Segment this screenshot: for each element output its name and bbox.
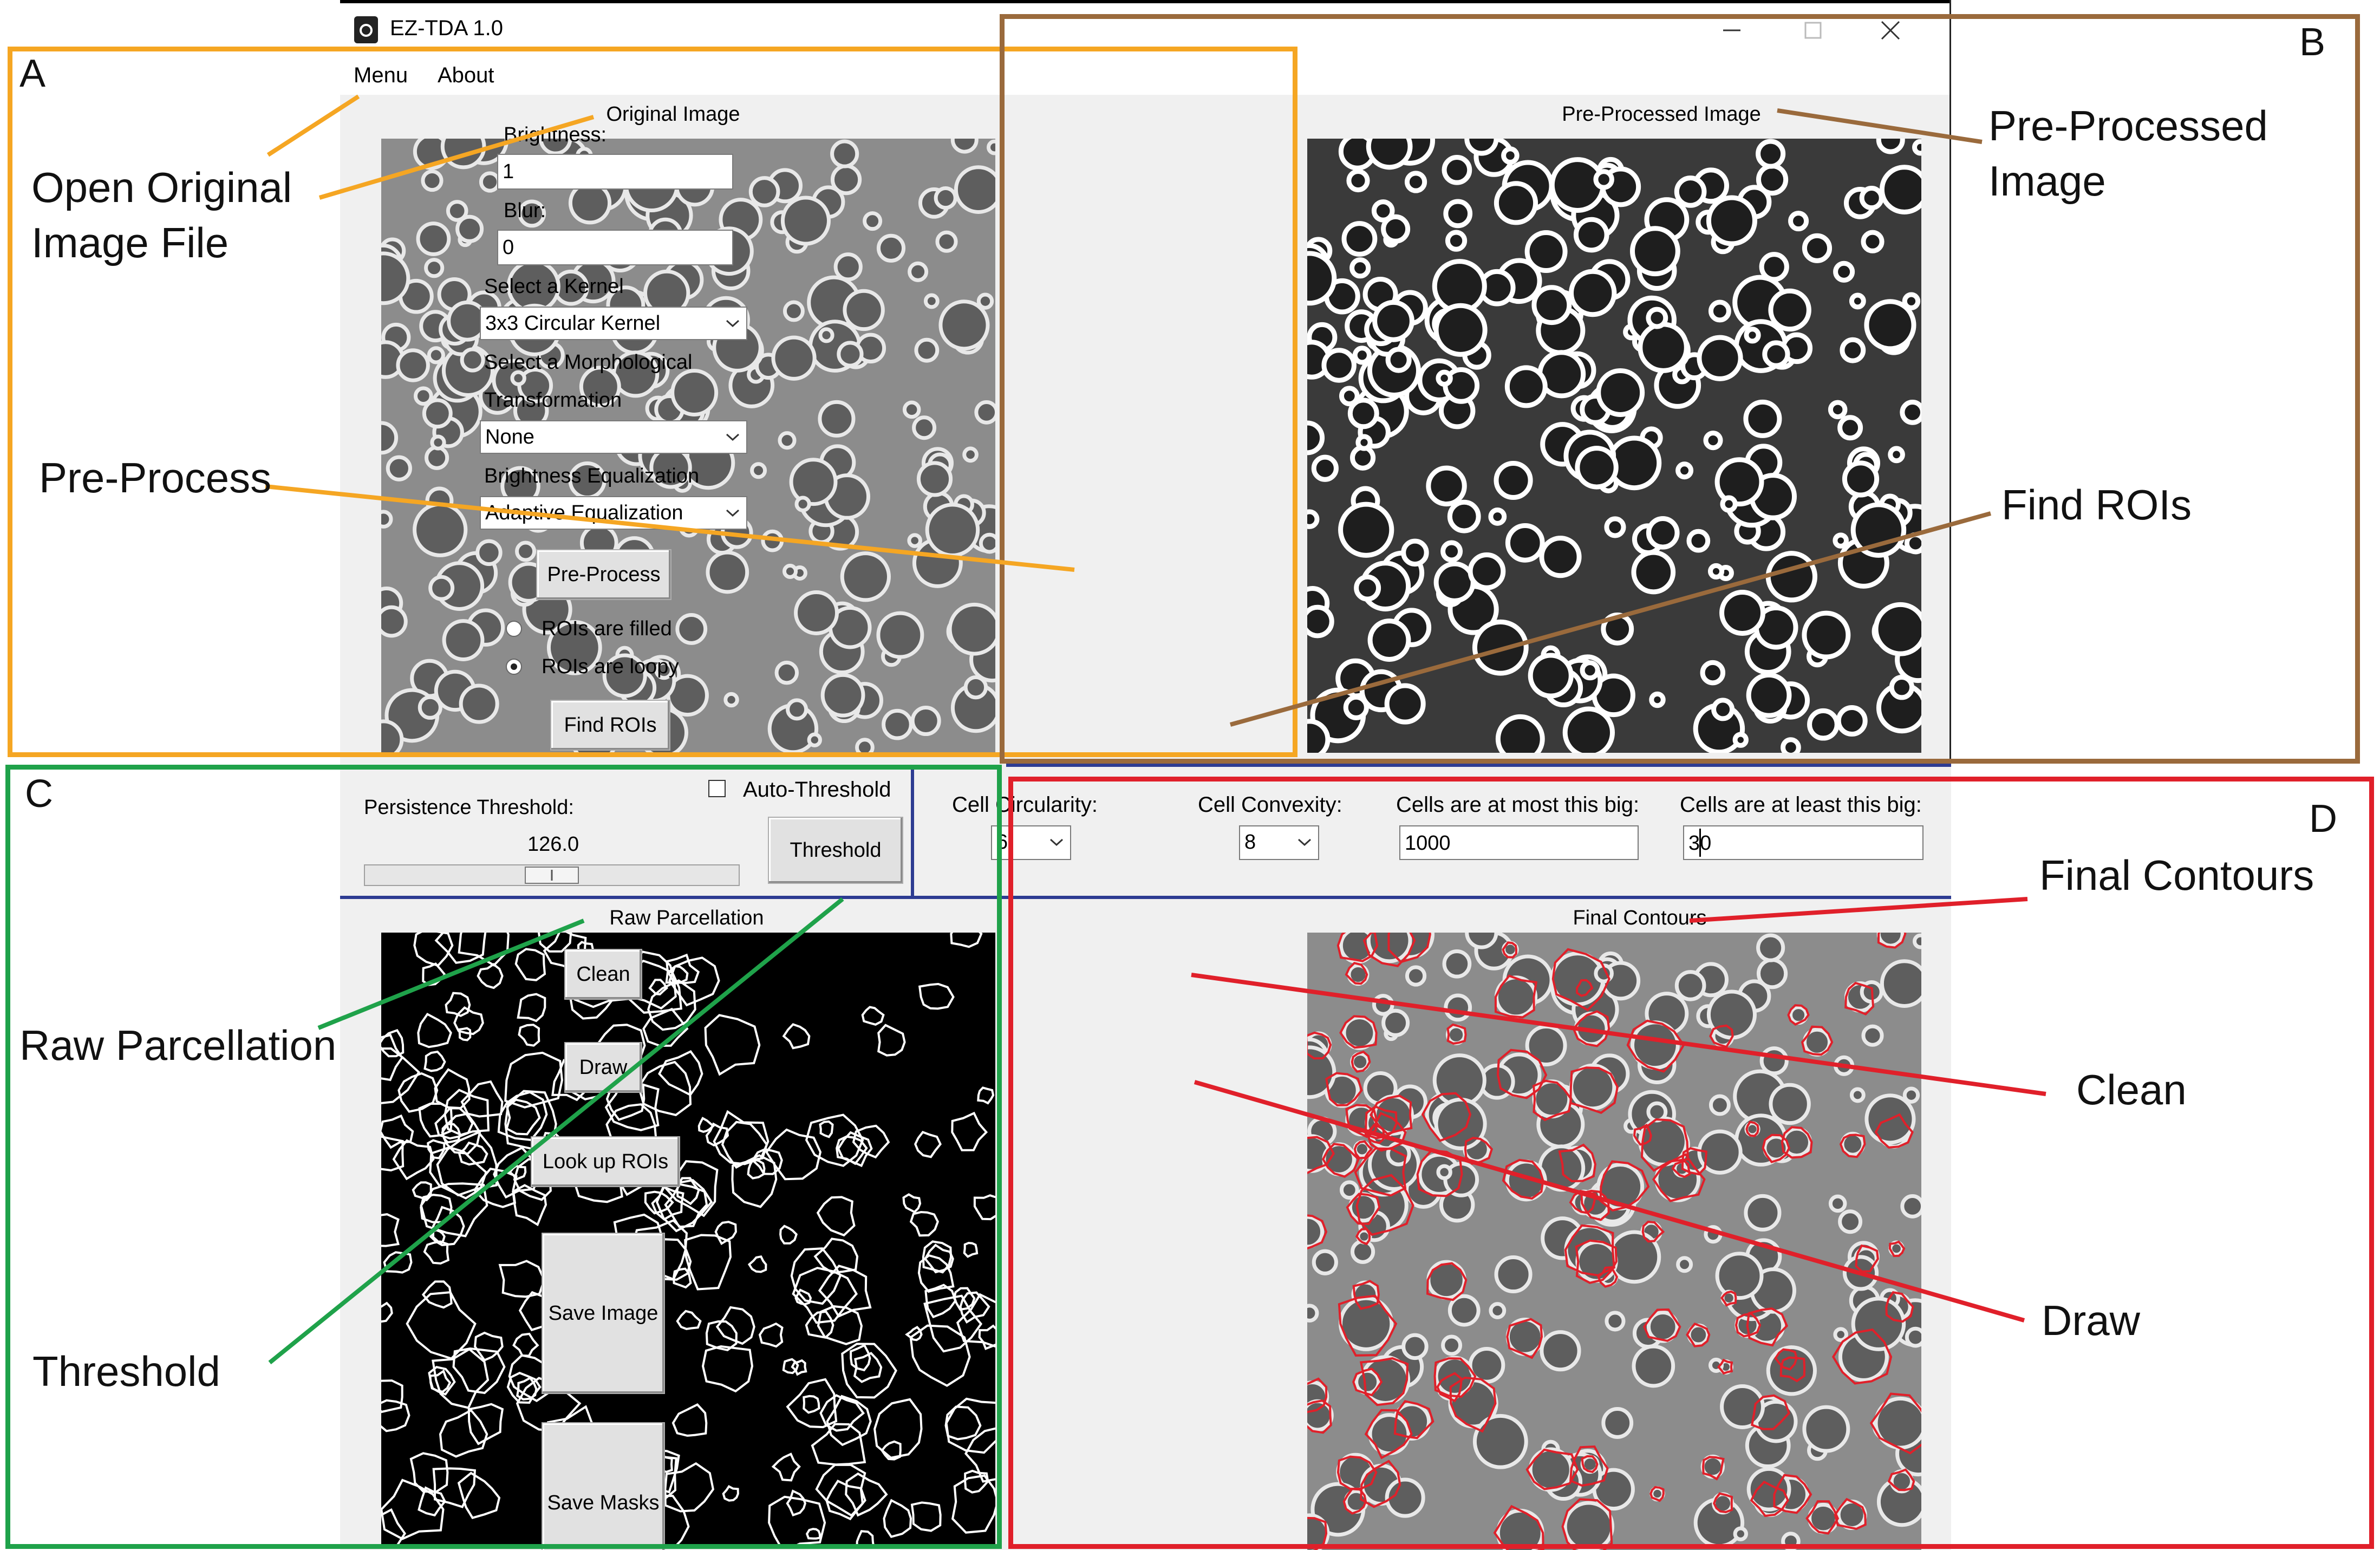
auto-threshold-label: Auto-Threshold xyxy=(743,778,891,802)
callout-pre-processed-line2: Image xyxy=(1988,157,2106,205)
section-d-frame xyxy=(1008,777,2374,1549)
maximize-button[interactable] xyxy=(1797,14,1829,47)
radio-rois-loopy-label: ROIs are loopy xyxy=(542,655,679,678)
circularity-label: Cell Circularity: xyxy=(952,793,1098,817)
leader-clean xyxy=(1191,973,2046,1096)
chevron-down-icon xyxy=(1291,826,1318,859)
persistence-value: 126.0 xyxy=(527,833,579,856)
convexity-label: Cell Convexity: xyxy=(1198,793,1342,817)
leader-final-contours xyxy=(1689,897,2028,923)
chevron-down-icon xyxy=(1043,826,1070,859)
text-cursor xyxy=(1699,829,1701,857)
divider-horizontal-bottom xyxy=(340,896,1951,899)
leader-pre-process xyxy=(265,484,1075,572)
leader-threshold xyxy=(268,897,844,1365)
section-a-letter: A xyxy=(19,52,46,95)
section-a-frame xyxy=(8,47,1297,757)
auto-threshold-checkbox[interactable] xyxy=(708,780,726,797)
leader-draw xyxy=(1194,1080,2025,1323)
raw-parcellation-image xyxy=(381,933,995,1547)
threshold-button[interactable]: Threshold xyxy=(768,817,903,884)
radio-rois-filled[interactable] xyxy=(506,621,522,637)
kernel-label: Select a Kernel xyxy=(484,275,624,298)
clean-button[interactable]: Clean xyxy=(564,949,642,1000)
blur-label: Blur: xyxy=(504,199,546,222)
equalization-label: Brightness Equalization xyxy=(484,465,700,487)
min-size-label: Cells are at least this big: xyxy=(1680,793,1922,817)
callout-threshold: Threshold xyxy=(32,1347,220,1395)
lookup-rois-button[interactable]: Look up ROIs xyxy=(531,1136,680,1187)
menu-item-about[interactable]: About xyxy=(438,63,494,87)
section-c-letter: C xyxy=(25,772,53,816)
callout-open-original-line2: Image File xyxy=(31,219,229,266)
max-size-input[interactable]: 1000 xyxy=(1399,825,1639,860)
min-size-input[interactable]: 30 xyxy=(1683,825,1923,860)
max-size-label: Cells are at most this big: xyxy=(1396,793,1640,817)
callout-find-rois: Find ROIs xyxy=(2001,481,2192,529)
morph-label-line1: Select a Morphological xyxy=(484,351,693,374)
callout-final-contours: Final Contours xyxy=(2039,851,2314,899)
window-title: EZ-TDA 1.0 xyxy=(390,16,503,40)
app-icon xyxy=(354,16,378,43)
window-right-border xyxy=(1949,0,1951,764)
save-image-button[interactable]: Save Image xyxy=(542,1233,665,1394)
blur-input[interactable]: 0 xyxy=(497,230,733,265)
final-contours-label: Final Contours xyxy=(1573,907,1707,929)
final-contours-image xyxy=(1307,933,1921,1550)
leader-open-file-b xyxy=(318,115,595,200)
draw-button[interactable]: Draw xyxy=(564,1042,642,1093)
leader-open-file-a xyxy=(266,94,360,157)
divider-vertical xyxy=(911,768,914,898)
kernel-select-value: 3x3 Circular Kernel xyxy=(485,312,661,335)
divider-horizontal-top xyxy=(1006,764,1951,767)
section-b-letter: B xyxy=(2299,21,2326,64)
leader-raw-parcellation xyxy=(317,919,585,1030)
morph-select-value: None xyxy=(485,426,534,448)
preprocessed-image xyxy=(1307,139,1921,753)
circularity-select[interactable]: 6 xyxy=(991,825,1071,860)
close-button[interactable] xyxy=(1874,14,1907,47)
morph-select[interactable]: None xyxy=(480,420,747,454)
raw-parcellation-label: Raw Parcellation xyxy=(609,907,764,929)
morph-label-line2: Transformation xyxy=(484,389,622,412)
chevron-down-icon xyxy=(719,497,746,529)
leader-find-rois xyxy=(1229,511,1992,727)
radio-rois-loopy[interactable] xyxy=(506,659,522,675)
persistence-label: Persistence Threshold: xyxy=(364,796,574,819)
preprocess-button[interactable]: Pre-Process xyxy=(536,549,671,600)
original-image-label: Original Image xyxy=(606,103,740,126)
callout-draw: Draw xyxy=(2042,1297,2141,1344)
chevron-down-icon xyxy=(719,308,746,339)
convexity-select[interactable]: 8 xyxy=(1239,825,1319,860)
brightness-input[interactable]: 1 xyxy=(497,154,733,190)
callout-pre-process: Pre-Process xyxy=(39,454,272,502)
leader-pre-processed xyxy=(1777,108,1983,144)
callout-open-original-line1: Open Original xyxy=(31,164,292,211)
callout-pre-processed-line1: Pre-Processed xyxy=(1988,102,2268,149)
find-rois-button[interactable]: Find ROIs xyxy=(550,700,670,751)
slider-thumb[interactable] xyxy=(525,867,579,884)
minimize-button[interactable] xyxy=(1716,14,1748,47)
menu-item-menu[interactable]: Menu xyxy=(354,63,408,87)
callout-raw-parcellation: Raw Parcellation xyxy=(19,1021,337,1069)
section-d-letter: D xyxy=(2309,797,2337,841)
section-b-frame xyxy=(1000,14,2360,764)
menu-bar: Menu About xyxy=(340,57,1951,95)
callout-clean: Clean xyxy=(2076,1066,2187,1113)
preprocessed-image-label: Pre-Processed Image xyxy=(1562,103,1761,126)
persistence-slider[interactable] xyxy=(364,864,740,886)
section-c-frame xyxy=(5,765,1002,1549)
app-window: EZ-TDA 1.0 Menu About Original Image Pre… xyxy=(340,0,1951,1550)
kernel-select[interactable]: 3x3 Circular Kernel xyxy=(480,307,747,340)
radio-rois-filled-label: ROIs are filled xyxy=(542,617,672,640)
save-masks-button[interactable]: Save Masks xyxy=(542,1422,665,1550)
chevron-down-icon xyxy=(719,421,746,453)
convexity-select-value: 8 xyxy=(1244,831,1256,854)
